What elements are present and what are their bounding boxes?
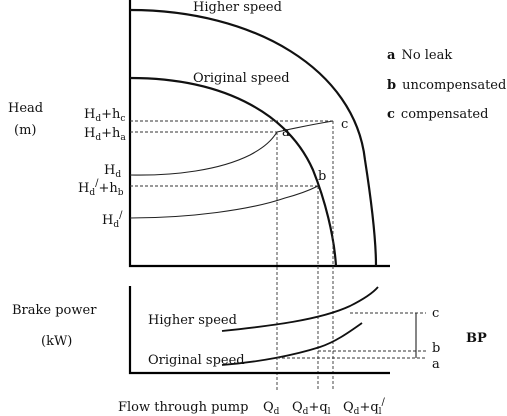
head-axis-unit: (m) [14,123,36,138]
svg-text:Hd+ha: Hd+ha [84,126,126,143]
qd-qlp-tick-label: Qd+ql/ [343,397,386,416]
system-curve-uncompensated [129,185,319,219]
qd-tick-label: Qd [263,400,280,416]
head-axes [128,0,390,268]
point-b-label: b [318,169,326,184]
tick-label-hdp: Hd/ [102,210,123,230]
tick-label-hd: Hd [104,163,121,180]
original-speed-power-curve [221,322,363,366]
power-axis-unit: (kW) [41,334,72,349]
bp-mark-b: b [432,341,440,356]
system-curve-no-leak [129,131,278,176]
original-speed-label: Original speed [193,71,290,86]
flow-axis-title: Flow through pump [118,400,248,415]
higher-speed-power-curve [221,286,379,332]
bp-original-speed-label: Original speed [148,353,245,368]
tick-label-hd-hc: Hd+hc [84,107,125,124]
power-axes [128,286,390,375]
tick-label-hd-ha: Hd+ha [84,126,126,143]
qd-ql-tick-label: Qd+ql [292,400,331,416]
svg-text:Hd+hc: Hd+hc [84,107,125,124]
higher-speed-head-curve [129,8,378,267]
svg-text:Hd/: Hd/ [102,210,123,230]
brake-power-panel: Higher speed Original speed c b a BP Bra… [12,286,487,375]
tick-label-hdp-hb: Hd/+hb [78,178,124,198]
original-speed-head-curve [129,76,338,267]
bp-mark-a: a [432,357,440,372]
point-c-label: c [341,117,348,132]
higher-speed-label: Higher speed [193,0,282,15]
bp-mark-c: c [432,306,439,321]
bp-label: BP [466,331,487,346]
bp-higher-speed-label: Higher speed [148,313,237,328]
head-panel: Higher speed Original speed a b c Head (… [8,0,506,390]
point-a-label: a [282,125,290,140]
svg-text:aNo leak: a No leak [387,48,452,63]
system-curve-compensated [276,120,334,133]
svg-text:Hd/+hb: Hd/+hb [78,178,124,198]
svg-text:Hd: Hd [104,163,121,180]
power-axis-title: Brake power [12,303,97,318]
head-axis-title: Head [8,101,43,116]
flow-axis-labels: Flow through pump Qd Qd+ql Qd+ql/ [118,397,386,416]
legend: a No leak b uncompensated c compensated [387,48,506,122]
